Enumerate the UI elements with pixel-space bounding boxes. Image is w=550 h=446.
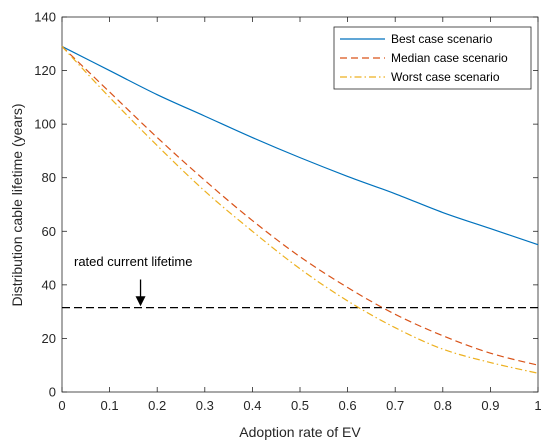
plot-lines [61, 45, 539, 374]
x-tick-label: 0.6 [339, 398, 357, 413]
y-tick-label: 60 [42, 224, 56, 239]
x-tick-label: 0.5 [291, 398, 309, 413]
series-line-0 [61, 45, 539, 246]
legend: Best case scenario Median case scenario … [333, 26, 532, 90]
legend-label-median: Median case scenario [391, 51, 508, 65]
axis-ticks [61, 16, 539, 393]
x-tick-label: 0.3 [196, 398, 214, 413]
x-tick-label: 0 [58, 398, 65, 413]
annotation: rated current lifetime [74, 254, 193, 307]
y-tick-label: 40 [42, 277, 56, 292]
axis-tick-labels: 0 0.1 0.2 0.3 0.4 0.5 0.6 0.7 0.8 0.9 1 0 20 40 60 80 10… [34, 10, 541, 414]
legend-label-best: Best case scenario [391, 32, 493, 46]
series-line-1 [61, 46, 539, 366]
y-axis-label: Distribution cable lifetime (years) [9, 103, 25, 306]
x-axis-label: Adoption rate of EV [239, 424, 361, 440]
y-tick-label: 20 [42, 331, 56, 346]
annotation-text: rated current lifetime [74, 254, 193, 269]
x-tick-label: 1 [534, 398, 541, 413]
annotation-arrow-head [135, 296, 146, 307]
x-tick-label: 0.7 [386, 398, 404, 413]
x-tick-label: 0.4 [243, 398, 261, 413]
legend-label-worst: Worst case scenario [391, 70, 500, 84]
x-tick-label: 0.9 [481, 398, 499, 413]
y-tick-label: 140 [34, 10, 56, 25]
y-tick-label: 0 [49, 385, 56, 400]
x-tick-label: 0.1 [101, 398, 119, 413]
y-tick-label: 120 [34, 63, 56, 78]
series-line-2 [61, 46, 539, 374]
y-tick-label: 80 [42, 170, 56, 185]
x-tick-label: 0.8 [434, 398, 452, 413]
y-tick-label: 100 [34, 117, 56, 132]
x-tick-label: 0.2 [148, 398, 166, 413]
